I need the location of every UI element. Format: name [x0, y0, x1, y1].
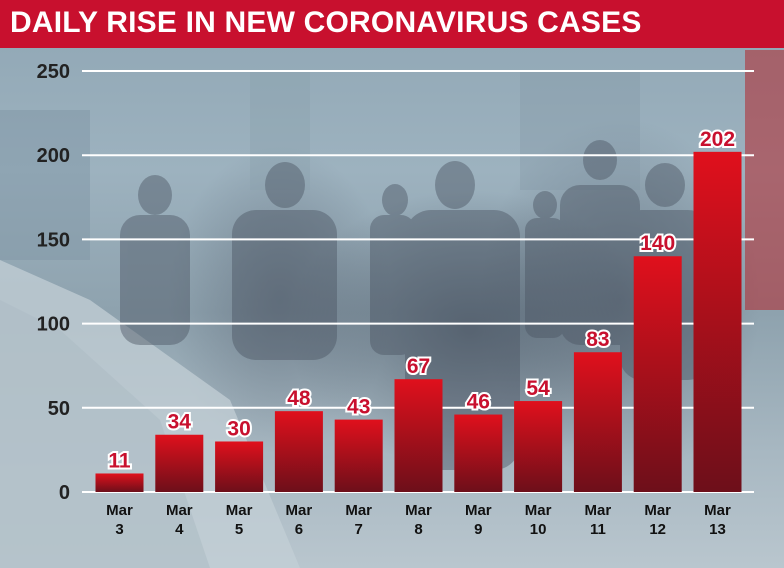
bar	[633, 256, 682, 492]
x-tick-label-day: 10	[530, 521, 547, 538]
x-tick-label-day: 13	[709, 521, 726, 538]
data-label: 67	[407, 355, 430, 378]
x-tick-label-month: Mar	[405, 502, 432, 519]
data-label: 83	[586, 328, 609, 351]
y-tick-label: 100	[37, 314, 70, 336]
bar	[394, 379, 443, 492]
data-label: 54	[526, 377, 550, 400]
x-tick-label-day: 9	[474, 521, 482, 538]
x-tick-label-month: Mar	[525, 502, 552, 519]
bar	[95, 473, 144, 492]
y-tick-label: 150	[37, 229, 70, 251]
x-tick-label-month: Mar	[106, 502, 133, 519]
bar	[573, 352, 622, 492]
x-tick-label-day: 6	[295, 521, 303, 538]
x-tick-label-day: 11	[590, 521, 606, 538]
bar	[334, 419, 383, 492]
chart-title: DAILY RISE IN NEW CORONAVIRUS CASES	[10, 6, 642, 39]
x-tick-label-day: 8	[414, 521, 422, 538]
bar	[155, 434, 204, 492]
y-tick-label: 250	[37, 61, 70, 83]
y-tick-label: 0	[59, 482, 70, 504]
y-tick-label: 200	[37, 145, 70, 167]
x-tick-label-day: 3	[115, 521, 123, 538]
data-label: 43	[347, 396, 370, 419]
data-label: 202	[700, 128, 735, 151]
data-label: 46	[467, 391, 490, 414]
x-tick-label-day: 4	[175, 521, 184, 538]
x-tick-label-month: Mar	[286, 502, 313, 519]
x-tick-label-month: Mar	[644, 502, 671, 519]
bar	[514, 401, 563, 492]
x-tick-label-month: Mar	[704, 502, 731, 519]
data-label: 34	[168, 411, 192, 434]
x-tick-label-month: Mar	[345, 502, 372, 519]
x-tick-label-month: Mar	[465, 502, 492, 519]
data-label: 11	[108, 449, 131, 472]
x-tick-label-day: 5	[235, 521, 243, 538]
x-tick-label-day: 12	[649, 521, 666, 538]
title-banner: DAILY RISE IN NEW CORONAVIRUS CASES	[0, 0, 784, 48]
x-tick-label-month: Mar	[166, 502, 193, 519]
data-label: 48	[287, 387, 311, 410]
bar	[215, 441, 264, 492]
x-tick-label-month: Mar	[226, 502, 253, 519]
bar	[693, 151, 742, 492]
data-label: 140	[640, 232, 675, 255]
x-tick-label-month: Mar	[585, 502, 612, 519]
bar	[274, 411, 323, 492]
bar	[454, 414, 503, 492]
x-tick-label-day: 7	[355, 521, 363, 538]
y-tick-label: 50	[48, 398, 70, 420]
data-label: 30	[227, 417, 250, 440]
